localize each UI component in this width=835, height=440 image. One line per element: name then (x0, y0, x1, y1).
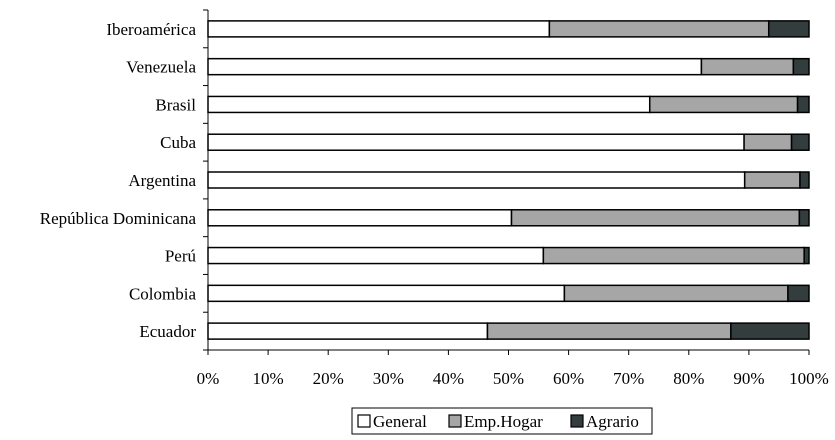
bar-emp-hogar-ecuador (486, 322, 732, 340)
x-tick-label: 0% (197, 369, 220, 388)
category-label-venezuela: Venezuela (126, 58, 196, 77)
bar-emp-hogar-republica-dominicana (510, 209, 801, 227)
legend-swatch-emp-hogar (448, 414, 462, 428)
x-tick-label: 100% (789, 369, 829, 388)
bar-emp-hogar-peru (542, 246, 805, 265)
bar-agrario-iberoamerica (767, 20, 810, 38)
category-label-cuba: Cuba (160, 133, 196, 152)
x-tick-label: 20% (313, 369, 344, 388)
legend-label-agrario: Agrario (586, 412, 639, 431)
bar-general-peru (207, 246, 545, 265)
category-label-colombia: Colombia (129, 284, 197, 303)
bar-emp-hogar-iberoamerica (548, 20, 770, 38)
bar-general-venezuela (207, 57, 703, 76)
bar-general-brasil (207, 95, 651, 114)
legend-label-general: General (373, 412, 427, 431)
legend-swatch-general (357, 414, 371, 428)
x-tick-label: 40% (433, 369, 464, 388)
legend-label-emp-hogar: Emp.Hogar (464, 412, 543, 431)
x-tick-label: 80% (673, 369, 704, 388)
bar-agrario-ecuador (730, 322, 810, 340)
category-label-argentina: Argentina (128, 171, 196, 190)
bar-agrario-peru (803, 246, 810, 265)
x-tick-label: 60% (553, 369, 584, 388)
x-tick-label: 70% (613, 369, 644, 388)
bar-emp-hogar-venezuela (700, 57, 795, 76)
bar-emp-hogar-cuba (743, 133, 793, 151)
legend-frame (351, 407, 653, 435)
x-tick-label: 90% (733, 369, 764, 388)
legend-swatch-agrario (570, 414, 584, 428)
bar-emp-hogar-colombia (563, 284, 789, 303)
bar-emp-hogar-argentina (743, 171, 801, 189)
bar-agrario-colombia (787, 284, 810, 303)
bar-agrario-venezuela (792, 57, 810, 76)
legend: General Emp.Hogar Agrario (351, 407, 653, 435)
x-tick-label: 30% (373, 369, 404, 388)
bar-general-colombia (207, 284, 566, 303)
bar-agrario-cuba (790, 133, 810, 151)
category-label-peru: Perú (165, 247, 197, 266)
bar-general-republica-dominicana (207, 209, 513, 227)
bar-general-cuba (207, 133, 745, 151)
bar-agrario-argentina (799, 171, 810, 189)
bar-general-argentina (207, 171, 746, 189)
bar-agrario-republica-dominicana (798, 209, 810, 227)
category-label-iberoamerica: Iberoamérica (106, 20, 196, 39)
x-tick-label: 50% (493, 369, 524, 388)
x-tick-label: 10% (253, 369, 284, 388)
category-label-republica-dominicana: República Dominicana (40, 209, 197, 228)
bar-agrario-brasil (796, 95, 810, 114)
category-label-brasil: Brasil (155, 95, 196, 114)
category-label-ecuador: Ecuador (139, 322, 196, 341)
bar-general-ecuador (207, 322, 489, 340)
bar-emp-hogar-brasil (648, 95, 799, 114)
bar-general-iberoamerica (207, 20, 551, 38)
